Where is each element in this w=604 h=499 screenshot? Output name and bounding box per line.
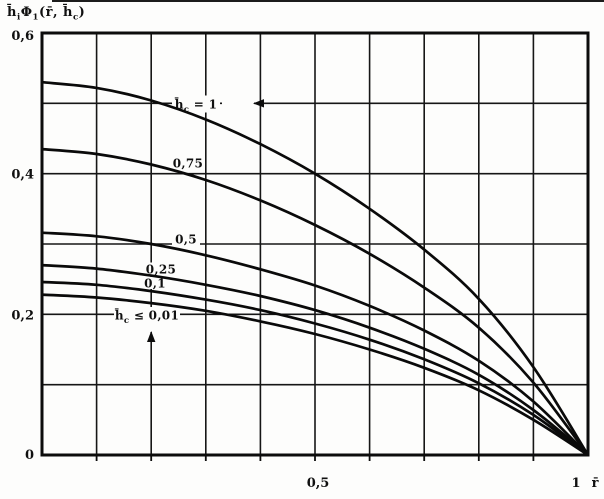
curve-1-h-c-0-75 <box>40 147 590 457</box>
curve-2-h-c-0-5 <box>40 231 590 457</box>
label-mask-1 <box>171 156 205 170</box>
x-tick-0-5: 0,5 <box>307 476 330 491</box>
curve-label-4: 0,1 <box>144 277 166 291</box>
x-tick-1: 1 <box>571 476 580 491</box>
curve-3-h-c-0-25 <box>40 263 590 457</box>
label-mask-5 <box>114 307 180 323</box>
curve-label-3: 0,25 <box>146 263 176 277</box>
label-mask-0 <box>172 95 220 113</box>
curve-label-1: 0,75 <box>173 157 203 171</box>
curve-label-5: h̄c ≤ 0,01 <box>115 306 179 326</box>
tick-labels: 0,6 0,4 0,2 0 0,5 1 r̄ <box>11 29 598 491</box>
y-axis-title: h̄iΦ1(r̄, h̄c) <box>6 3 85 23</box>
annotation-arrows <box>147 99 264 342</box>
arrow-gap-mask-1 <box>146 321 157 332</box>
curve-4-h-c-0-1 <box>40 280 590 457</box>
x-axis-variable-label: r̄ <box>592 476 599 491</box>
curve-label-2: 0,5 <box>175 233 197 247</box>
axis-frame <box>40 31 590 461</box>
label-mask-2 <box>172 232 200 246</box>
label-mask-4 <box>141 277 169 289</box>
curve-5-h-c-0-01 <box>40 293 590 457</box>
arrow-on-gridline-y05-arrowhead-icon <box>253 99 264 108</box>
curve-labels: h̄c = 1 0,75 0,5 0,250,1 h̄c ≤ 0,01 <box>115 95 217 326</box>
y-tick-0-6: 0,6 <box>11 29 34 44</box>
arrow-on-gridline-x02-arrowhead-icon <box>147 331 156 342</box>
curves <box>40 80 590 457</box>
curve-label-0: h̄c = 1 <box>175 95 218 115</box>
label-mask-3 <box>144 262 178 276</box>
arrow-gap-mask-0 <box>222 97 254 110</box>
y-tick-0: 0 <box>25 448 34 463</box>
label-masks <box>114 95 254 332</box>
curve-0-h-c-1 <box>40 80 590 457</box>
y-tick-0-2: 0,2 <box>11 308 34 323</box>
scan-edge-artifact <box>52 0 604 2</box>
y-tick-0-4: 0,4 <box>11 168 34 183</box>
